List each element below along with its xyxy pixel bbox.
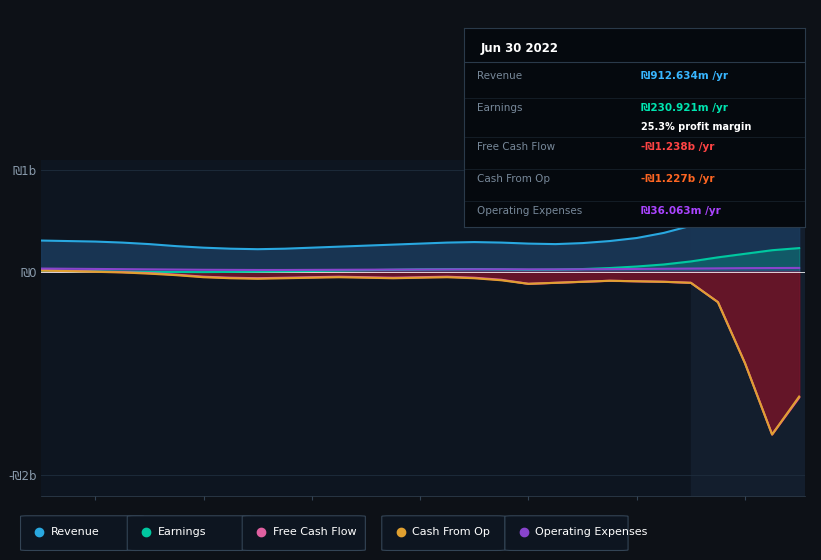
- Text: -₪1.238b /yr: -₪1.238b /yr: [641, 142, 714, 152]
- Text: Revenue: Revenue: [478, 71, 523, 81]
- FancyBboxPatch shape: [382, 516, 505, 550]
- FancyBboxPatch shape: [242, 516, 365, 550]
- Text: Operating Expenses: Operating Expenses: [478, 206, 583, 216]
- Text: 25.3% profit margin: 25.3% profit margin: [641, 123, 751, 132]
- Text: Revenue: Revenue: [51, 527, 99, 537]
- Text: Cash From Op: Cash From Op: [412, 527, 490, 537]
- Text: Cash From Op: Cash From Op: [478, 174, 551, 184]
- Text: Free Cash Flow: Free Cash Flow: [273, 527, 356, 537]
- Text: -₪1.227b /yr: -₪1.227b /yr: [641, 174, 714, 184]
- Text: Earnings: Earnings: [158, 527, 206, 537]
- FancyBboxPatch shape: [21, 516, 144, 550]
- Text: ₪912.634m /yr: ₪912.634m /yr: [641, 71, 728, 81]
- FancyBboxPatch shape: [127, 516, 250, 550]
- Bar: [690, 160, 805, 496]
- Text: Free Cash Flow: Free Cash Flow: [478, 142, 556, 152]
- Text: Operating Expenses: Operating Expenses: [535, 527, 648, 537]
- FancyBboxPatch shape: [505, 516, 628, 550]
- Text: ₪36.063m /yr: ₪36.063m /yr: [641, 206, 721, 216]
- Text: Earnings: Earnings: [478, 102, 523, 113]
- Text: ₪230.921m /yr: ₪230.921m /yr: [641, 102, 728, 113]
- Text: Jun 30 2022: Jun 30 2022: [481, 42, 559, 55]
